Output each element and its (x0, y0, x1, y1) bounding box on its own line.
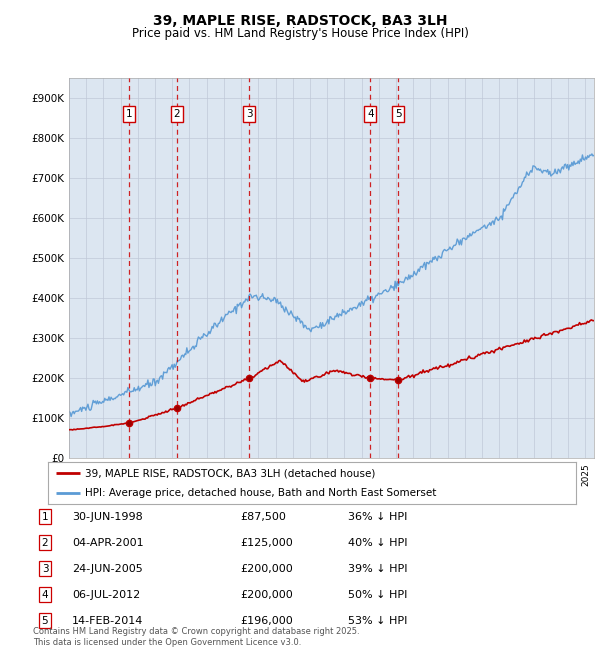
Text: 39, MAPLE RISE, RADSTOCK, BA3 3LH: 39, MAPLE RISE, RADSTOCK, BA3 3LH (153, 14, 447, 29)
Text: 06-JUL-2012: 06-JUL-2012 (72, 590, 140, 600)
Text: 39% ↓ HPI: 39% ↓ HPI (348, 564, 407, 574)
Text: 4: 4 (367, 109, 374, 119)
Text: 53% ↓ HPI: 53% ↓ HPI (348, 616, 407, 626)
Text: £87,500: £87,500 (240, 512, 286, 522)
Text: 1: 1 (126, 109, 133, 119)
Text: £125,000: £125,000 (240, 538, 293, 548)
Text: 24-JUN-2005: 24-JUN-2005 (72, 564, 143, 574)
Text: 2: 2 (173, 109, 180, 119)
Text: £196,000: £196,000 (240, 616, 293, 626)
Text: £200,000: £200,000 (240, 590, 293, 600)
Text: 4: 4 (41, 590, 49, 600)
Text: 3: 3 (41, 564, 49, 574)
Text: Contains HM Land Registry data © Crown copyright and database right 2025.
This d: Contains HM Land Registry data © Crown c… (33, 627, 359, 647)
Text: HPI: Average price, detached house, Bath and North East Somerset: HPI: Average price, detached house, Bath… (85, 488, 436, 498)
Text: 40% ↓ HPI: 40% ↓ HPI (348, 538, 407, 548)
Text: 14-FEB-2014: 14-FEB-2014 (72, 616, 143, 626)
Text: 39, MAPLE RISE, RADSTOCK, BA3 3LH (detached house): 39, MAPLE RISE, RADSTOCK, BA3 3LH (detac… (85, 469, 376, 478)
Text: 04-APR-2001: 04-APR-2001 (72, 538, 143, 548)
Text: Price paid vs. HM Land Registry's House Price Index (HPI): Price paid vs. HM Land Registry's House … (131, 27, 469, 40)
Text: 2: 2 (41, 538, 49, 548)
Text: 36% ↓ HPI: 36% ↓ HPI (348, 512, 407, 522)
Text: 5: 5 (41, 616, 49, 626)
Text: 30-JUN-1998: 30-JUN-1998 (72, 512, 143, 522)
Text: 50% ↓ HPI: 50% ↓ HPI (348, 590, 407, 600)
Text: 3: 3 (246, 109, 253, 119)
Text: £200,000: £200,000 (240, 564, 293, 574)
Text: 5: 5 (395, 109, 401, 119)
Text: 1: 1 (41, 512, 49, 522)
